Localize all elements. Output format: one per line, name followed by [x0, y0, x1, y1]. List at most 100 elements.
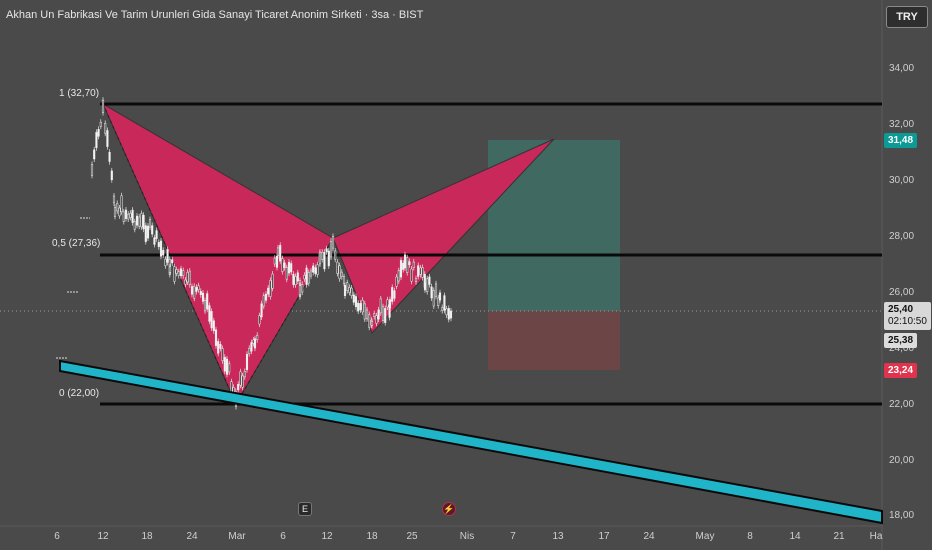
- candle-body: [271, 273, 274, 289]
- candle-body: [373, 313, 376, 317]
- candle-body: [195, 287, 198, 292]
- candle-body: [217, 341, 220, 354]
- harmonic-dashed-ab: [235, 237, 334, 405]
- candle-body: [368, 314, 371, 328]
- candle-body: [279, 245, 282, 262]
- time-label: 25: [406, 531, 418, 542]
- candle-body: [223, 356, 226, 372]
- candle-body: [338, 265, 341, 279]
- candle-body: [193, 286, 196, 299]
- candle-body: [441, 307, 444, 311]
- candle-body: [399, 260, 403, 278]
- fib-label-1: 1 (32,70): [59, 88, 100, 99]
- candle-body: [258, 315, 261, 325]
- currency-button[interactable]: TRY: [886, 6, 928, 28]
- candle-body: [153, 237, 156, 245]
- candle-body: [379, 298, 382, 314]
- candle-body: [357, 302, 360, 312]
- earnings-icon[interactable]: E: [298, 502, 312, 516]
- price-label: 26,00: [889, 287, 915, 298]
- time-label: 18: [366, 531, 378, 542]
- candle-body: [348, 287, 351, 293]
- candle-body: [408, 261, 411, 266]
- candle-body: [112, 195, 116, 204]
- candle-body: [269, 280, 272, 297]
- candle-body: [168, 266, 172, 273]
- stop-zone[interactable]: [488, 311, 620, 370]
- price-label: 28,00: [889, 231, 915, 242]
- candle-body: [393, 290, 396, 299]
- candle-body: [120, 195, 123, 213]
- candle-body: [384, 308, 387, 323]
- candle-body: [256, 334, 259, 340]
- candle-body: [155, 230, 158, 239]
- candle-body: [430, 286, 433, 299]
- candle-body: [148, 219, 152, 228]
- time-label: 7: [510, 531, 516, 542]
- candle-body: [312, 265, 315, 273]
- candle-body: [386, 299, 389, 308]
- candle-body: [334, 250, 337, 260]
- lightning-icon[interactable]: ⚡: [442, 502, 456, 516]
- candle-body: [113, 206, 117, 217]
- candle-body: [90, 164, 94, 176]
- candle-body: [225, 358, 229, 375]
- candle-body: [241, 375, 244, 388]
- candle-body: [342, 276, 346, 284]
- candle-body: [97, 129, 100, 137]
- candle-body: [391, 287, 394, 302]
- time-label: Ha: [869, 531, 883, 542]
- trendline-channel[interactable]: [59, 359, 883, 525]
- candle-body: [93, 149, 96, 160]
- candle-body: [421, 267, 424, 278]
- candle-body: [221, 348, 224, 361]
- candle-body: [285, 267, 288, 280]
- candle-body: [164, 258, 167, 267]
- candle-body: [106, 130, 109, 147]
- candle-body: [283, 262, 286, 268]
- time-label: 6: [54, 531, 60, 542]
- candle-body: [173, 266, 176, 282]
- candle-body: [419, 267, 422, 275]
- candle-body: [116, 203, 119, 212]
- symbol-title: Akhan Un Fabrikasi Ve Tarim Urunleri Gid…: [6, 9, 424, 21]
- candle-body: [410, 268, 413, 282]
- candle-body: [438, 292, 442, 301]
- candle-body: [135, 215, 139, 226]
- candle-body: [397, 270, 400, 282]
- candle-body: [276, 247, 280, 257]
- candlestick-series: [90, 97, 453, 410]
- candle-body: [414, 278, 418, 283]
- candle-body: [290, 263, 293, 273]
- time-label: 17: [598, 531, 610, 542]
- candle-body: [417, 265, 420, 277]
- last-price-value: 25,40: [888, 304, 914, 315]
- fib-label-05: 0,5 (27,36): [52, 238, 101, 249]
- candle-body: [275, 255, 279, 268]
- candle-body: [346, 282, 349, 291]
- candle-body: [118, 207, 121, 217]
- candle-body: [331, 236, 335, 249]
- time-label: 18: [141, 531, 153, 542]
- candle-body: [190, 286, 194, 295]
- candle-body: [142, 215, 145, 230]
- candle-body: [124, 209, 128, 219]
- time-label: 24: [186, 531, 198, 542]
- candle-body: [352, 294, 355, 303]
- candle-body: [237, 384, 240, 391]
- last-price-tag: 25,40 02:10:50: [884, 302, 931, 330]
- time-label: 8: [747, 531, 753, 542]
- candle-body: [388, 299, 392, 309]
- candle-body: [294, 276, 297, 286]
- time-label: 21: [833, 531, 845, 542]
- candle-body: [250, 342, 253, 352]
- harmonic-right-triangle[interactable]: [332, 138, 555, 334]
- price-label: 32,00: [889, 119, 915, 130]
- time-label: 12: [321, 531, 333, 542]
- candle-body: [287, 262, 291, 274]
- candle-body: [140, 213, 143, 228]
- candle-body: [314, 267, 317, 274]
- fib-label-0: 0 (22,00): [59, 388, 100, 399]
- candle-body: [203, 300, 207, 312]
